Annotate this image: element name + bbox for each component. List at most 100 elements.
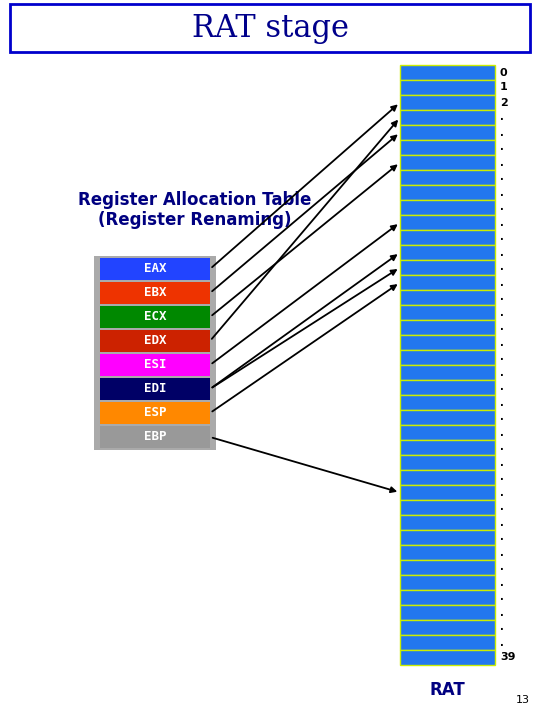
Bar: [400, 275, 495, 290]
Text: EBP: EBP: [144, 431, 166, 444]
Text: .: .: [500, 413, 504, 423]
Text: .: .: [500, 623, 504, 632]
Text: .: .: [500, 518, 504, 528]
Text: EDI: EDI: [144, 382, 166, 395]
Text: .: .: [500, 637, 504, 647]
Bar: [400, 170, 495, 185]
Bar: [400, 125, 495, 140]
Text: .: .: [500, 533, 504, 542]
Text: .: .: [500, 457, 504, 467]
Bar: [100, 354, 210, 376]
Text: EAX: EAX: [144, 263, 166, 276]
Text: .: .: [500, 443, 504, 452]
Bar: [94, 352, 216, 378]
Text: .: .: [500, 292, 504, 302]
Text: .: .: [500, 593, 504, 603]
Bar: [100, 282, 210, 304]
Bar: [400, 80, 495, 95]
Bar: [400, 215, 495, 230]
Bar: [400, 350, 495, 365]
Bar: [94, 280, 216, 306]
Text: .: .: [500, 382, 504, 392]
Text: .: .: [500, 217, 504, 228]
Bar: [400, 650, 495, 665]
Text: .: .: [500, 547, 504, 557]
Bar: [400, 155, 495, 170]
Bar: [400, 530, 495, 545]
Bar: [400, 575, 495, 590]
Bar: [94, 304, 216, 330]
Bar: [100, 402, 210, 424]
Bar: [400, 410, 495, 425]
Bar: [400, 245, 495, 260]
Bar: [94, 328, 216, 354]
Bar: [94, 400, 216, 426]
Text: .: .: [500, 263, 504, 272]
Bar: [94, 256, 216, 282]
Bar: [400, 305, 495, 320]
Text: RAT stage: RAT stage: [192, 12, 348, 43]
Text: .: .: [500, 608, 504, 618]
Text: EBX: EBX: [144, 287, 166, 300]
Bar: [94, 424, 216, 450]
Text: 0: 0: [500, 68, 508, 78]
Text: .: .: [500, 338, 504, 348]
Bar: [400, 95, 495, 110]
Text: 39: 39: [500, 652, 516, 662]
Text: .: .: [500, 487, 504, 498]
Bar: [100, 330, 210, 352]
Text: .: .: [500, 202, 504, 212]
Bar: [400, 365, 495, 380]
Text: .: .: [500, 173, 504, 182]
Text: .: .: [500, 233, 504, 243]
Bar: [100, 258, 210, 280]
Text: ESI: ESI: [144, 359, 166, 372]
Text: 2: 2: [500, 97, 508, 107]
Bar: [400, 320, 495, 335]
Text: .: .: [500, 307, 504, 318]
Text: 1: 1: [500, 83, 508, 92]
Text: .: .: [500, 323, 504, 333]
Bar: [400, 425, 495, 440]
Bar: [400, 560, 495, 575]
Bar: [400, 260, 495, 275]
Bar: [400, 185, 495, 200]
Bar: [400, 500, 495, 515]
Text: .: .: [500, 277, 504, 287]
Bar: [400, 485, 495, 500]
Bar: [400, 620, 495, 635]
Bar: [400, 395, 495, 410]
Text: .: .: [500, 577, 504, 588]
Text: EDX: EDX: [144, 335, 166, 348]
Text: ECX: ECX: [144, 310, 166, 323]
Text: ESP: ESP: [144, 407, 166, 420]
Text: .: .: [500, 187, 504, 197]
Text: .: .: [500, 143, 504, 153]
Text: .: .: [500, 503, 504, 513]
Text: .: .: [500, 562, 504, 572]
Text: .: .: [500, 472, 504, 482]
Bar: [400, 470, 495, 485]
Text: .: .: [500, 428, 504, 438]
Bar: [400, 140, 495, 155]
Bar: [100, 378, 210, 400]
Bar: [400, 230, 495, 245]
Bar: [400, 200, 495, 215]
Text: 13: 13: [516, 695, 530, 705]
Bar: [400, 110, 495, 125]
Text: Register Allocation Table
(Register Renaming): Register Allocation Table (Register Rena…: [78, 191, 312, 230]
Bar: [400, 335, 495, 350]
Bar: [100, 306, 210, 328]
Text: .: .: [500, 367, 504, 377]
Text: .: .: [500, 112, 504, 122]
Text: .: .: [500, 127, 504, 138]
Text: .: .: [500, 158, 504, 168]
Bar: [400, 455, 495, 470]
Bar: [400, 290, 495, 305]
Bar: [400, 545, 495, 560]
Bar: [400, 635, 495, 650]
Bar: [400, 380, 495, 395]
Bar: [10, 4, 530, 52]
Bar: [400, 440, 495, 455]
Bar: [400, 605, 495, 620]
